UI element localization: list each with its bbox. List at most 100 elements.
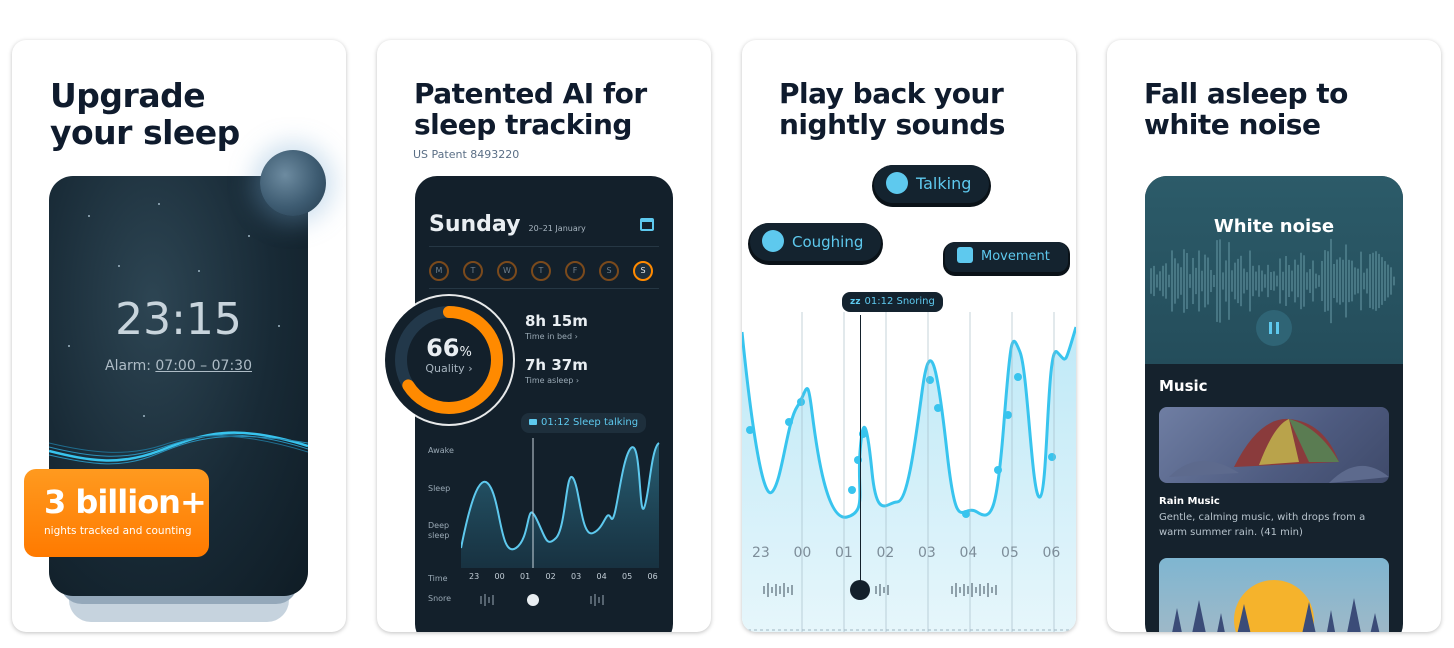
phone-screen-white-noise: White noise Music Rain Music Gentle, cal… xyxy=(1145,176,1403,632)
movement-icon xyxy=(957,246,973,263)
hour-tick: 23 xyxy=(469,572,480,581)
hour-tick: 01 xyxy=(835,545,853,561)
card-headline: Fall asleep to white noise xyxy=(1144,78,1348,140)
talking-face-icon xyxy=(886,171,908,194)
y-label-sleep: Sleep xyxy=(428,484,451,493)
track-title[interactable]: Rain Music xyxy=(1159,496,1220,507)
screenshot-card-upgrade[interactable]: Upgrade your sleep 23:15 Alarm: 07:00 – … xyxy=(12,40,346,632)
forest-sunset-illustration xyxy=(1172,580,1380,632)
weekday-5[interactable]: S xyxy=(599,261,619,281)
badge-caption: nights tracked and counting xyxy=(44,525,192,537)
hour-tick: 03 xyxy=(571,572,582,581)
event-chip-sleep-talking[interactable]: 01:12 Sleep talking xyxy=(521,413,647,433)
zzz-icon: zz xyxy=(850,297,861,307)
hour-tick: 01 xyxy=(520,572,531,581)
weekday-3[interactable]: T xyxy=(531,261,551,281)
x-axis-title: Time xyxy=(428,574,448,583)
stat-value: 7h 37m xyxy=(525,356,588,374)
screenshot-card-sounds[interactable]: Play back your nightly sounds 23 00 01 02 03… xyxy=(742,40,1076,632)
day-title: Sunday xyxy=(429,212,521,237)
hour-tick: 00 xyxy=(494,572,505,581)
pill-coughing[interactable]: Coughing xyxy=(750,223,882,261)
umbrella-illustration xyxy=(1169,418,1389,483)
card-headline: Patented AI for sleep tracking xyxy=(414,78,647,140)
headline-line-1: Patented AI for xyxy=(414,77,647,110)
y-label-deep-sleep: Deep sleep xyxy=(428,521,450,540)
hour-tick: 05 xyxy=(1001,545,1019,561)
pill-talking[interactable]: Talking xyxy=(874,165,990,203)
player-title: White noise xyxy=(1213,216,1335,237)
headline-line-2: your sleep xyxy=(50,113,240,152)
hour-tick: 04 xyxy=(596,572,607,581)
clock-time: 23:15 xyxy=(115,294,242,345)
stat-label: Time in bed › xyxy=(525,332,578,341)
weekday-4[interactable]: F xyxy=(565,261,585,281)
sound-wave-graphic xyxy=(49,431,308,465)
playhead-line xyxy=(860,315,861,595)
patent-number: US Patent 8493220 xyxy=(413,148,520,161)
stat-time-asleep[interactable]: 7h 37m Time asleep › xyxy=(525,356,588,385)
y-label-awake: Awake xyxy=(428,446,454,455)
audio-snippets-timeline xyxy=(763,580,997,600)
hour-tick: 06 xyxy=(647,572,658,581)
chevron-right-icon: › xyxy=(575,376,580,385)
quality-value: 66 xyxy=(426,334,460,362)
report-header: Sunday 20–21 January xyxy=(429,212,586,237)
divider xyxy=(429,288,659,289)
coughing-face-icon xyxy=(762,229,784,252)
forest-music-thumbnail[interactable] xyxy=(1159,558,1389,632)
divider xyxy=(429,246,659,247)
weekday-2[interactable]: W xyxy=(497,261,517,281)
card-headline: Upgrade your sleep xyxy=(50,77,240,151)
weekday-6[interactable]: S xyxy=(633,261,653,281)
hour-tick: 06 xyxy=(1042,545,1061,561)
sound-activity-graph xyxy=(742,312,1076,632)
pill-movement[interactable]: Movement xyxy=(945,242,1068,272)
hour-tick: 03 xyxy=(918,545,936,561)
event-chip-snoring[interactable]: zz 01:12 Snoring xyxy=(842,292,943,312)
screenshot-card-tracking[interactable]: Patented AI for sleep tracking US Patent… xyxy=(377,40,711,632)
chevron-right-icon: › xyxy=(574,332,578,341)
snore-timeline xyxy=(480,594,604,606)
headline-line-2: sleep tracking xyxy=(414,108,632,141)
hour-tick: 23 xyxy=(752,545,770,561)
alarm-window[interactable]: Alarm: 07:00 – 07:30 xyxy=(49,358,308,374)
date-range: 20–21 January xyxy=(528,224,586,233)
stat-badge: 3 billion+ nights tracked and counting xyxy=(24,469,209,557)
pause-icon xyxy=(1269,322,1272,334)
stat-time-in-bed[interactable]: 8h 15m Time in bed › xyxy=(525,312,588,341)
quality-readout: 66% Quality › xyxy=(385,334,513,375)
stat-label: Time asleep › xyxy=(525,376,580,385)
calendar-icon[interactable] xyxy=(640,218,654,231)
quality-progress-ring xyxy=(395,306,503,414)
headline-line-1: Fall asleep to xyxy=(1144,77,1348,110)
screenshot-card-white-noise[interactable]: Fall asleep to white noise White noise M… xyxy=(1107,40,1441,632)
headline-line-1: Upgrade xyxy=(50,76,206,115)
noise-waveform xyxy=(1150,238,1395,324)
quality-unit: % xyxy=(459,345,472,360)
stat-value: 8h 15m xyxy=(525,312,588,330)
quality-ring[interactable]: 66% Quality › xyxy=(385,296,513,424)
snore-label: Snore xyxy=(428,594,452,603)
rain-music-thumbnail[interactable] xyxy=(1159,407,1389,483)
hour-tick: 02 xyxy=(876,545,895,561)
weekday-1[interactable]: T xyxy=(463,261,483,281)
alarm-value[interactable]: 07:00 – 07:30 xyxy=(155,358,252,374)
headline-line-2: white noise xyxy=(1144,108,1321,141)
weekday-0[interactable]: M xyxy=(429,261,449,281)
moon-icon xyxy=(260,150,326,216)
quality-arc xyxy=(395,306,503,414)
pause-icon xyxy=(1276,322,1279,334)
hour-tick: 00 xyxy=(793,545,812,561)
quality-label: Quality › xyxy=(425,362,473,375)
track-description: Gentle, calming music, with drops from a… xyxy=(1159,512,1366,538)
hour-tick: 05 xyxy=(622,572,633,581)
speech-bubble-icon xyxy=(529,419,537,425)
card-headline: Play back your nightly sounds xyxy=(779,78,1005,140)
pause-button[interactable] xyxy=(1256,310,1292,346)
stars xyxy=(68,203,280,417)
headline-line-2: nightly sounds xyxy=(779,108,1005,141)
hour-tick: 02 xyxy=(545,572,556,581)
headline-line-1: Play back your xyxy=(779,77,1004,110)
